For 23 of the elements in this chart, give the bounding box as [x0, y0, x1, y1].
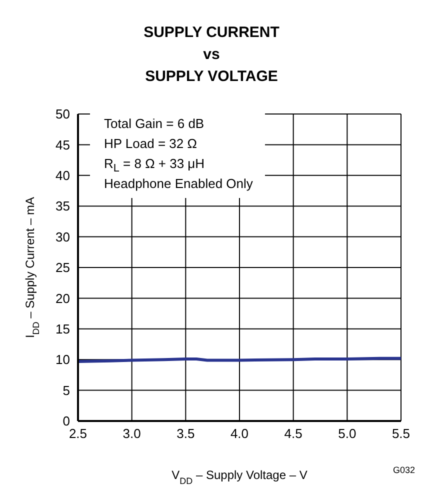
y-tick-label: 50 [56, 106, 70, 122]
y-tick-label: 20 [56, 290, 70, 306]
x-tick-label: 4.5 [284, 426, 302, 442]
y-tick-label: 15 [56, 322, 70, 337]
y-tick-label: 35 [56, 198, 70, 214]
x-tick-label: 4.0 [230, 426, 249, 442]
y-tick-label: 0 [62, 414, 70, 429]
x-tick-label: 3.5 [176, 426, 195, 442]
x-tick-label: 5.0 [338, 426, 356, 442]
y-tick-label: 5 [62, 382, 70, 398]
note-box: Total Gain = 6 dB HP Load = 32 Ω R$_{L}$ = 8 Ω + 33 μH Headphone Enabled Only [90, 112, 265, 198]
y-tick-label: 10 [56, 352, 70, 368]
y-tick-label: 25 [56, 260, 70, 276]
annotation: Total Gain = 6 dB HP Load = 32 Ω R$_{L}$ = 8 Ω + 33 μH Headphone Enabled Only [104, 116, 253, 191]
x-tick-label: 2.5 [68, 426, 88, 442]
y-tick-label: 40 [56, 168, 70, 184]
chart-title: SUPPLY CURRENT vs SUPPLY VOLTAGE [142, 23, 280, 87]
x-tick-label: 5.5 [392, 426, 410, 442]
x-tick-label: 3.0 [122, 426, 141, 442]
y-tick-label: 45 [56, 137, 70, 152]
text: G032 [392, 465, 415, 475]
x-axis-title: V$_{DD}$ – Supply Voltage – V [172, 468, 308, 486]
y-tick-label: 30 [56, 229, 70, 244]
